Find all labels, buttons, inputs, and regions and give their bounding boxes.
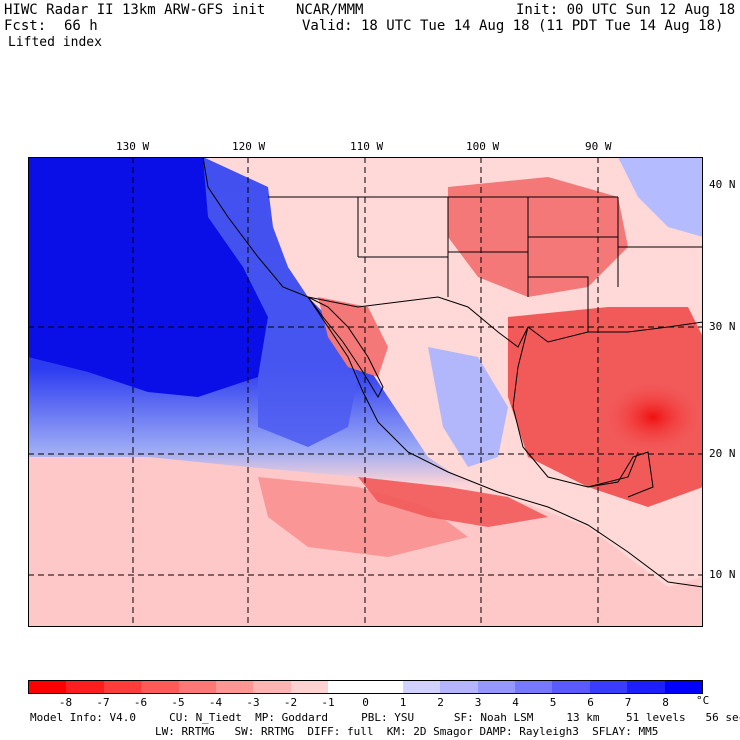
colorbar-tick-label: -6	[133, 696, 148, 709]
colorbar-segment	[66, 681, 104, 693]
gulf-max-instability	[598, 377, 703, 457]
lon-label-110w: 110 W	[350, 140, 384, 153]
title: HIWC Radar II 13km ARW-GFS init	[4, 2, 266, 18]
colorbar-segment	[253, 681, 291, 693]
colorbar-tick-label: 5	[549, 696, 557, 709]
colorbar-tick-label: 0	[362, 696, 369, 709]
model-info-line1: Model Info: V4.0 CU: N_Tiedt MP: Goddard…	[30, 711, 740, 724]
colorbar-ticks: -8 -7 -6 -5 -4 -3 -2 -1 0 1 2 3 4 5 6 7 8	[28, 696, 703, 709]
mexico-plateau-stable	[428, 347, 508, 467]
colorbar-tick-label: 2	[437, 696, 444, 709]
us-mexico-border	[307, 296, 529, 348]
colorbar-tick-label: -3	[246, 696, 260, 709]
forecast-hour: 66 h	[64, 18, 98, 34]
colorbar-segment	[477, 681, 516, 693]
org-label: NCAR/MMM	[296, 2, 364, 18]
colorbar-tick-label: 4	[512, 696, 519, 709]
colorbar-segment	[515, 681, 553, 693]
colorbar-tick-label: 3	[474, 696, 482, 709]
lat-label-40n: 40 N	[709, 178, 736, 191]
colorbar-segment	[440, 681, 478, 693]
baja-unstable	[318, 297, 388, 377]
gulf-mexico-coast	[512, 326, 639, 488]
colorbar-segment	[664, 681, 703, 693]
init-time: Init: 00 UTC Sun 12 Aug 18	[516, 2, 736, 18]
colorbar-segment	[215, 681, 254, 693]
sw-mexico-unstable	[358, 477, 548, 527]
colorbar-segment	[178, 681, 216, 693]
colorbar-segment	[365, 681, 403, 693]
pacific-coastline	[202, 157, 703, 588]
colorbar-tick-label: 7	[624, 696, 632, 709]
valid-time: Valid: 18 UTC Tue 14 Aug 18 (11 PDT Tue …	[302, 18, 724, 34]
colorbar-tick-label: 6	[587, 696, 594, 709]
colorbar-tick-label: -5	[171, 696, 185, 709]
northeast-stable	[618, 157, 703, 237]
colorbar-tick-label: -7	[96, 696, 110, 709]
lat-label-20n: 20 N	[709, 447, 736, 460]
lon-label-90w: 90 W	[585, 140, 612, 153]
forecast-label: Fcst:	[4, 18, 47, 34]
colorbar-tick-label: -2	[283, 696, 298, 709]
state-lines	[268, 196, 703, 332]
lon-label-120w: 120 W	[232, 140, 266, 153]
colorbar-segment	[103, 681, 142, 693]
colorbar-segment	[328, 681, 366, 693]
map-frame	[28, 157, 703, 627]
colorbar-segment	[29, 681, 67, 693]
colorbar-tick-label: -4	[208, 696, 223, 709]
lon-label-130w: 130 W	[116, 140, 150, 153]
lifted-index-map	[28, 157, 703, 627]
tropical-pacific-red	[258, 477, 468, 557]
colorbar-segment	[290, 681, 329, 693]
lat-label-10n: 10 N	[709, 568, 736, 581]
colorbar-segment	[402, 681, 441, 693]
colorbar-segment	[589, 681, 628, 693]
model-info-line2: LW: RRTMG SW: RRTMG DIFF: full KM: 2D Sm…	[155, 725, 659, 738]
colorbar-unit: °C	[696, 694, 710, 707]
colorbar-segment	[552, 681, 590, 693]
colorbar-tick-label: -8	[58, 696, 73, 709]
lon-label-100w: 100 W	[466, 140, 500, 153]
colorbar-tick-label: 8	[662, 696, 669, 709]
colorbar-segment	[141, 681, 179, 693]
colorbar-tick-label: 1	[399, 696, 407, 709]
field-name: Lifted index	[8, 35, 102, 50]
colorbar	[28, 680, 703, 694]
lat-label-30n: 30 N	[709, 320, 736, 333]
colorbar-segment	[627, 681, 665, 693]
colorbar-tick-label: -1	[321, 696, 335, 709]
coastal-blue-band	[203, 157, 358, 447]
gulf-coast	[527, 321, 703, 343]
baja-coast	[307, 296, 384, 399]
